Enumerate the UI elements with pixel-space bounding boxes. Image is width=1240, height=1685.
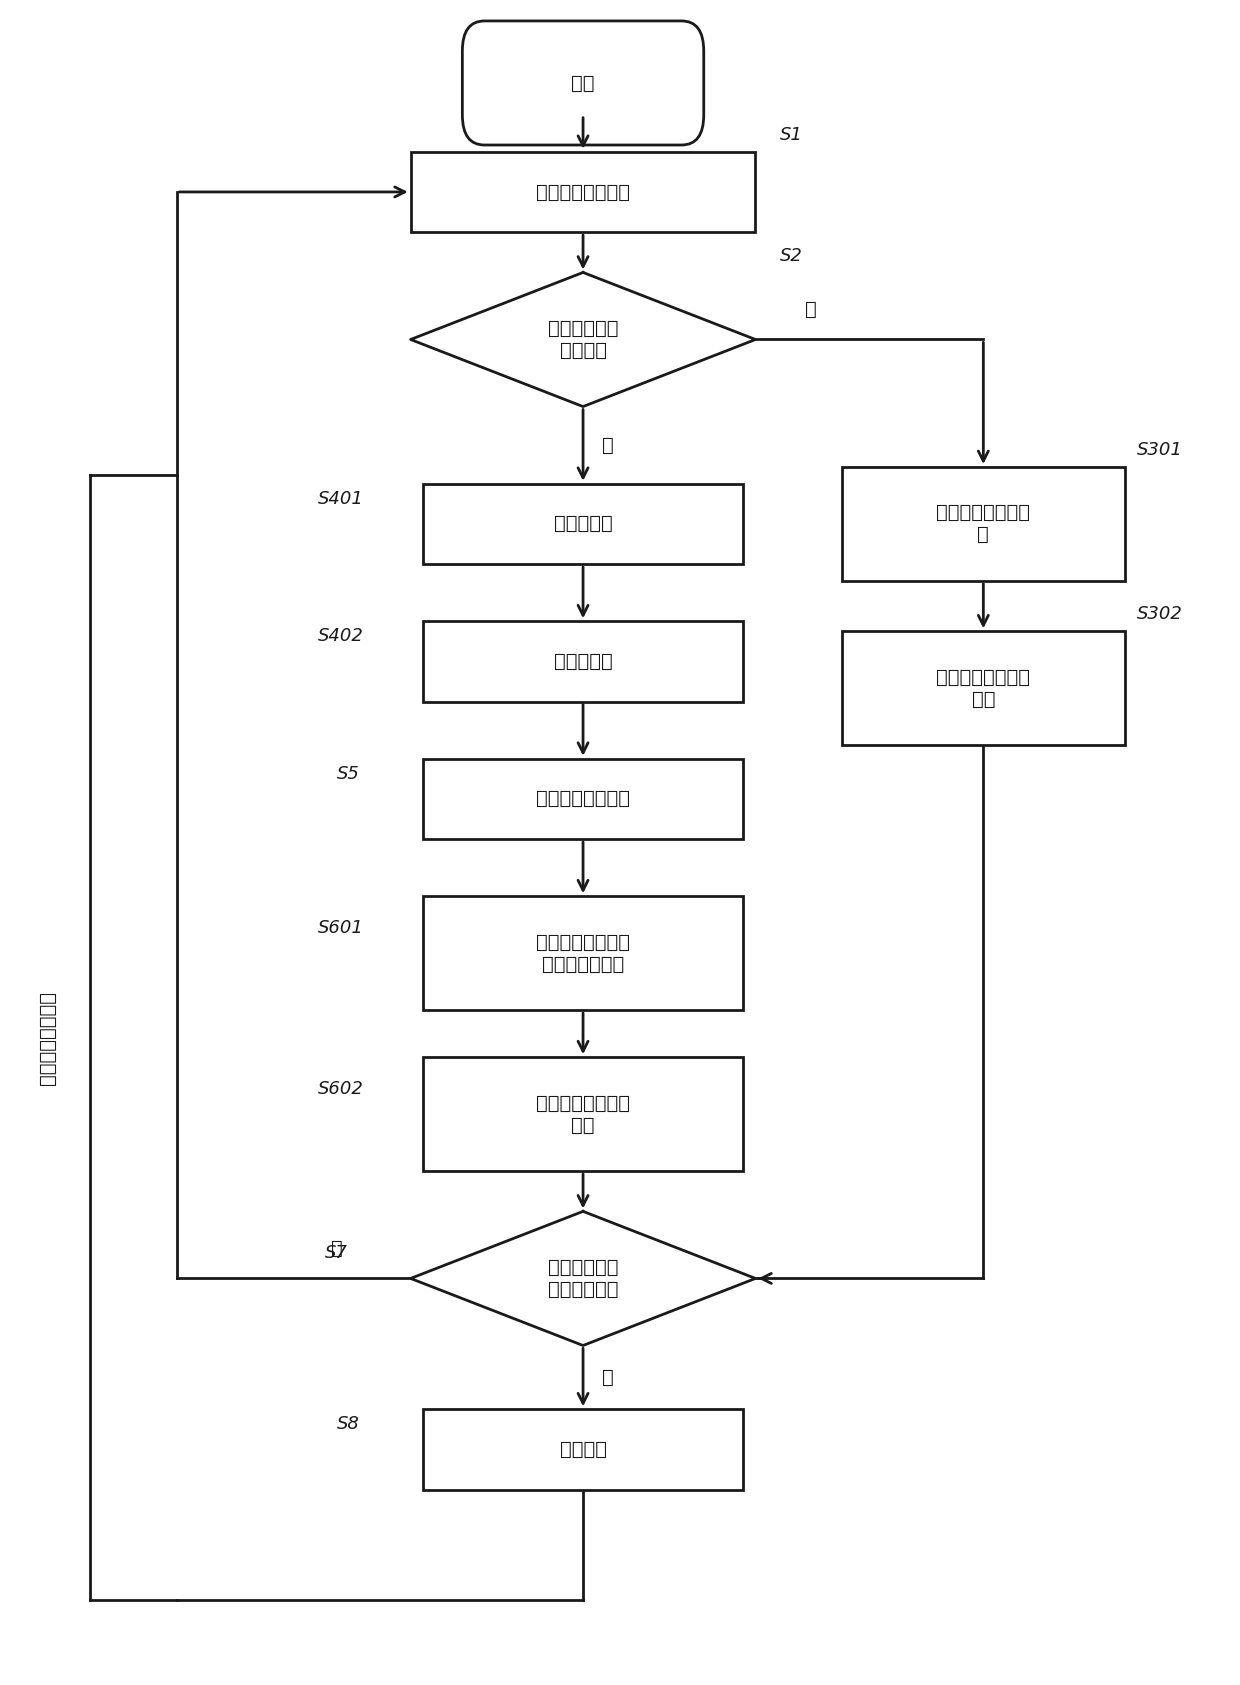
Text: 计算镀层厘度控制
偏差: 计算镀层厘度控制 偏差 xyxy=(536,1094,630,1134)
Text: 计算镀层厘度控制
偏差: 计算镀层厘度控制 偏差 xyxy=(936,667,1030,709)
Text: 是: 是 xyxy=(805,300,816,320)
Text: 开始: 开始 xyxy=(572,74,595,93)
Text: 延时一个采样周期: 延时一个采样周期 xyxy=(37,991,57,1085)
Text: 实时优化: 实时优化 xyxy=(559,1441,606,1459)
Text: 否: 否 xyxy=(331,1238,342,1259)
Bar xyxy=(410,152,755,233)
Text: S8: S8 xyxy=(337,1415,360,1434)
FancyBboxPatch shape xyxy=(463,20,704,145)
Text: S401: S401 xyxy=(319,490,365,507)
Bar xyxy=(423,1056,743,1171)
Text: S302: S302 xyxy=(1137,605,1183,623)
Text: 模型偏差矫正计算: 模型偏差矫正计算 xyxy=(536,789,630,809)
Text: 否: 否 xyxy=(601,436,614,455)
Text: S2: S2 xyxy=(780,246,804,265)
Text: S5: S5 xyxy=(337,765,360,784)
Text: S7: S7 xyxy=(325,1244,347,1262)
Text: S601: S601 xyxy=(319,918,365,937)
Text: 过程量匹配: 过程量匹配 xyxy=(554,652,613,671)
Text: S301: S301 xyxy=(1137,441,1183,458)
Text: 变时滞计算: 变时滞计算 xyxy=(554,514,613,534)
Bar xyxy=(423,622,743,701)
Text: S1: S1 xyxy=(780,126,804,143)
Text: 计算镀层厘度预测
值: 计算镀层厘度预测 值 xyxy=(936,504,1030,544)
Text: 判断镀层厘度
是否变化: 判断镀层厘度 是否变化 xyxy=(548,318,619,361)
Bar xyxy=(423,758,743,839)
Text: S402: S402 xyxy=(319,627,365,645)
Text: 判断控制偏差
是否大于阈值: 判断控制偏差 是否大于阈值 xyxy=(548,1259,619,1299)
Text: 获取当前工况信息: 获取当前工况信息 xyxy=(536,182,630,202)
Bar xyxy=(423,896,743,1011)
Bar xyxy=(423,484,743,564)
Text: 带模型偏差的神经
网络预测值计算: 带模型偏差的神经 网络预测值计算 xyxy=(536,933,630,974)
Text: 是: 是 xyxy=(601,1368,614,1387)
Bar xyxy=(423,1409,743,1490)
Text: S602: S602 xyxy=(319,1080,365,1099)
Bar xyxy=(842,632,1125,745)
Bar xyxy=(842,467,1125,581)
